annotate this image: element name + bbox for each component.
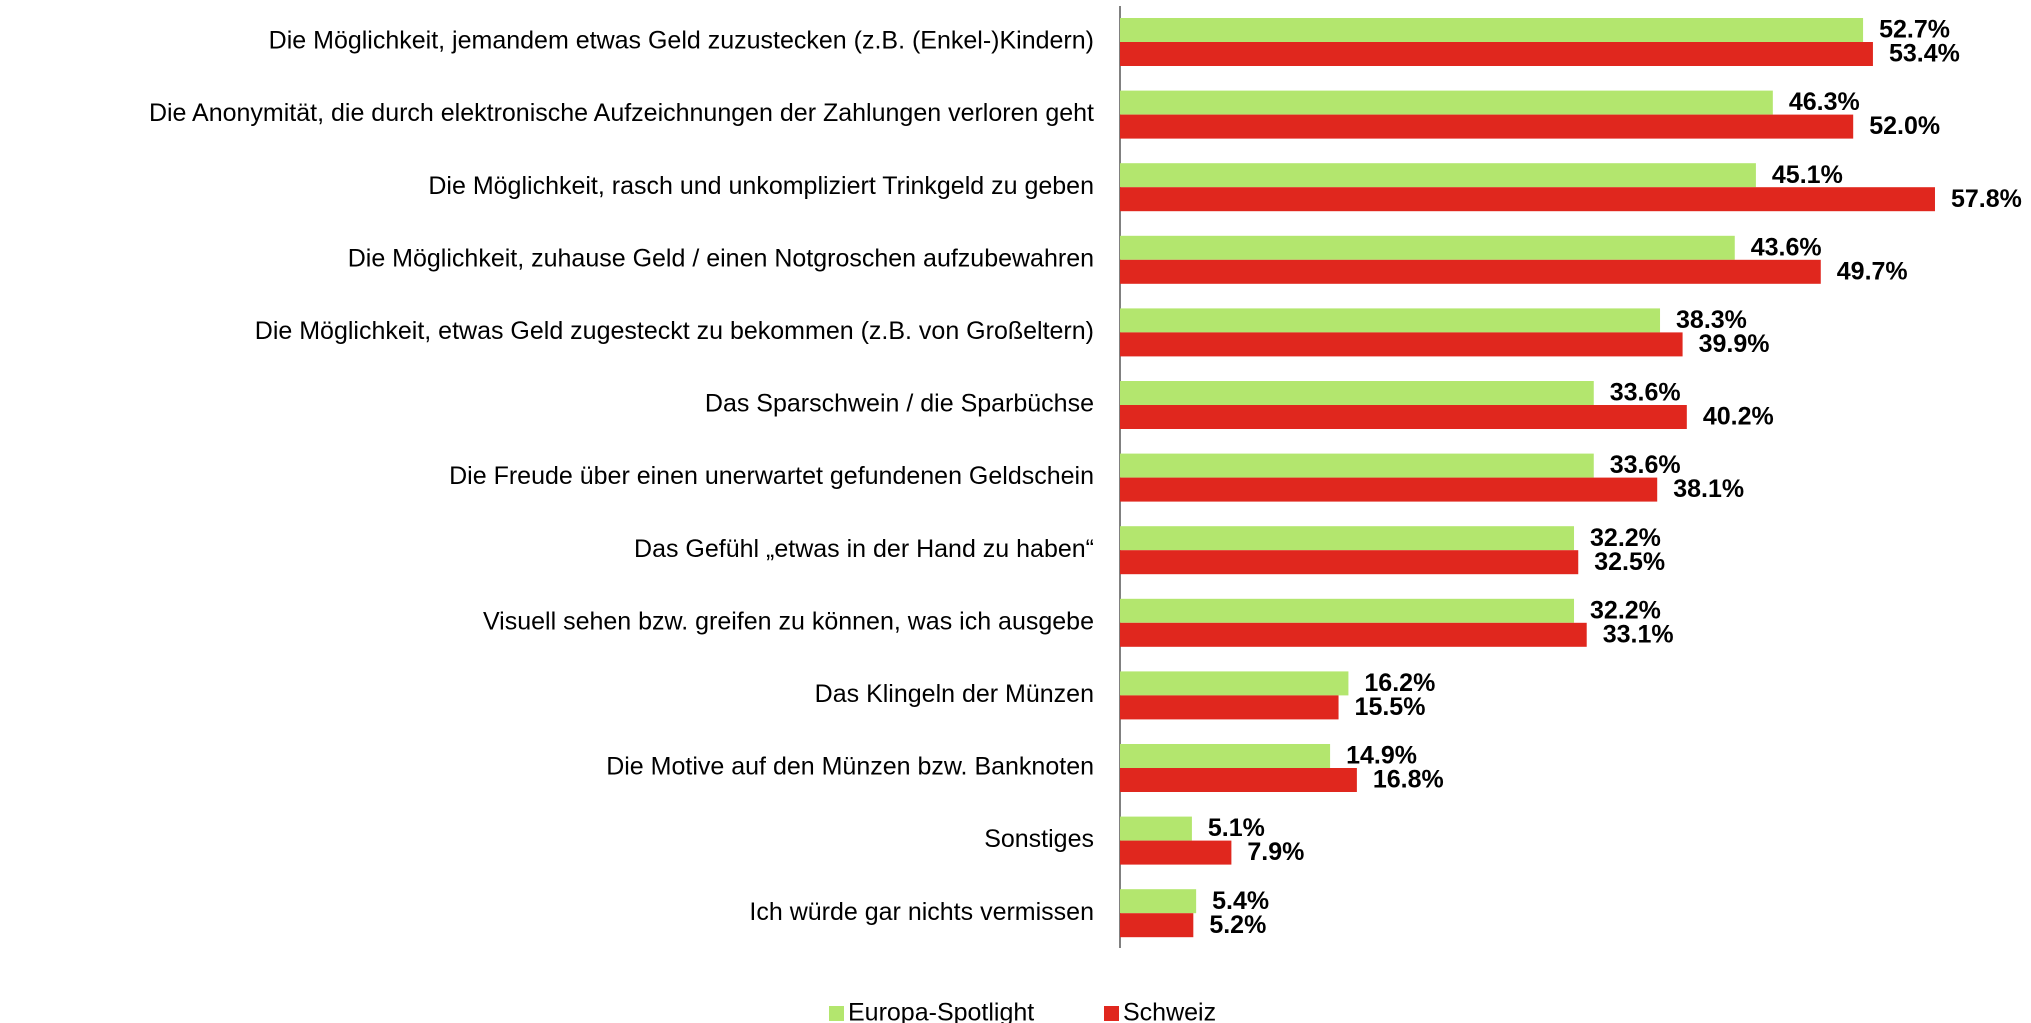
value-label: 38.1% <box>1673 475 1744 503</box>
category-label: Sonstiges <box>984 825 1094 853</box>
value-label: 45.1% <box>1772 161 1843 189</box>
legend-swatch <box>829 1006 844 1021</box>
category-label: Das Gefühl „etwas in der Hand zu haben“ <box>634 535 1094 563</box>
value-label: 32.2% <box>1590 524 1661 552</box>
bar <box>1120 18 1864 42</box>
value-label: 38.3% <box>1676 306 1747 334</box>
value-label: 7.9% <box>1247 838 1304 866</box>
bar <box>1120 840 1232 865</box>
category-label: Die Möglichkeit, zuhause Geld / einen No… <box>348 244 1094 272</box>
bar <box>1120 913 1194 938</box>
legend-swatch <box>1104 1006 1119 1021</box>
bar <box>1120 163 1756 188</box>
value-label: 46.3% <box>1789 88 1860 116</box>
legend-label: Europa-Spotlight <box>848 999 1034 1023</box>
bar <box>1120 816 1192 841</box>
category-label: Das Klingeln der Münzen <box>815 680 1094 708</box>
bar <box>1120 114 1854 139</box>
value-label: 33.6% <box>1610 451 1681 479</box>
bar <box>1120 889 1197 914</box>
bar <box>1120 768 1357 792</box>
value-label: 16.8% <box>1373 766 1444 794</box>
value-label: 15.5% <box>1355 693 1426 721</box>
value-label: 5.4% <box>1212 887 1269 915</box>
value-label: 32.5% <box>1594 548 1665 576</box>
value-label: 33.6% <box>1610 379 1681 407</box>
category-label: Die Möglichkeit, rasch und unkompliziert… <box>428 172 1094 200</box>
value-label: 52.7% <box>1879 16 1950 44</box>
bar <box>1120 695 1339 720</box>
bar <box>1120 405 1687 429</box>
value-label: 39.9% <box>1699 330 1770 358</box>
value-label: 53.4% <box>1889 40 1960 68</box>
bar <box>1120 598 1575 623</box>
value-label: 33.1% <box>1603 620 1674 648</box>
bar <box>1120 308 1661 333</box>
bar <box>1120 381 1594 405</box>
bar <box>1120 259 1821 284</box>
value-label: 5.1% <box>1208 814 1265 842</box>
bar <box>1120 235 1735 260</box>
bar <box>1120 90 1773 115</box>
value-label: 40.2% <box>1703 403 1774 431</box>
category-label: Visuell sehen bzw. greifen zu können, wa… <box>483 607 1094 635</box>
value-label: 16.2% <box>1364 669 1435 697</box>
value-label: 14.9% <box>1346 742 1417 770</box>
bar <box>1120 477 1658 502</box>
category-label: Die Anonymität, die durch elektronische … <box>149 99 1094 127</box>
bar <box>1120 526 1575 551</box>
bar <box>1120 42 1873 66</box>
category-label: Die Möglichkeit, etwas Geld zugesteckt z… <box>255 317 1094 345</box>
category-label: Die Motive auf den Münzen bzw. Banknoten <box>606 753 1094 781</box>
bar <box>1120 332 1683 357</box>
bar <box>1120 622 1587 647</box>
value-label: 52.0% <box>1869 112 1940 140</box>
category-label: Die Freude über einen unerwartet gefunde… <box>449 462 1094 490</box>
bar <box>1120 453 1594 478</box>
category-label: Ich würde gar nichts vermissen <box>749 898 1094 926</box>
value-label: 5.2% <box>1209 911 1266 939</box>
bar <box>1120 187 1935 212</box>
value-label: 49.7% <box>1837 257 1908 285</box>
value-label: 57.8% <box>1951 185 2022 213</box>
value-label: 32.2% <box>1590 596 1661 624</box>
bar <box>1120 744 1331 768</box>
legend-label: Schweiz <box>1123 999 1216 1023</box>
bar <box>1120 671 1349 696</box>
value-label: 43.6% <box>1751 233 1822 261</box>
category-label: Das Sparschwein / die Sparbüchse <box>705 390 1094 418</box>
bar <box>1120 550 1579 575</box>
category-label: Die Möglichkeit, jemandem etwas Geld zuz… <box>269 27 1094 55</box>
